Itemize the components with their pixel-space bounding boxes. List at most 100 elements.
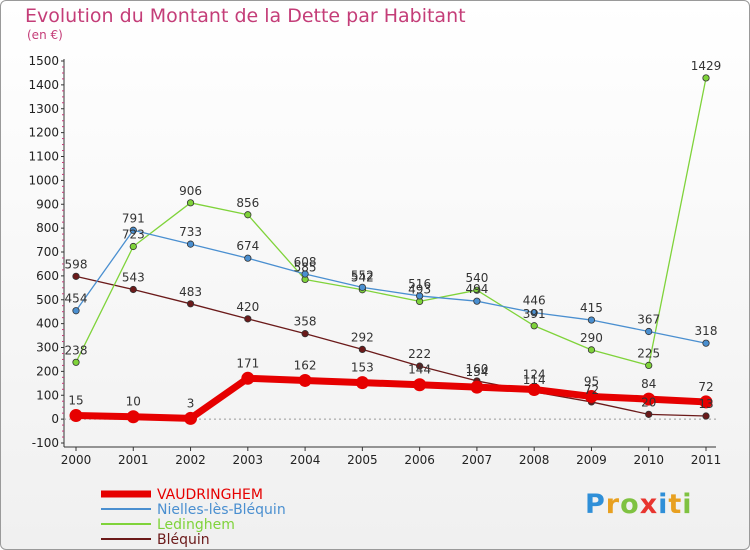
data-point <box>473 286 481 294</box>
data-label: 542 <box>351 271 374 285</box>
y-tick-label: 1000 <box>28 173 59 187</box>
data-label: 292 <box>351 330 374 344</box>
data-label: 160 <box>465 362 488 376</box>
data-point <box>645 361 653 370</box>
proxiti-logo: Proxiti <box>585 489 693 520</box>
data-point <box>527 383 541 397</box>
x-tick-label: 2000 <box>61 453 92 467</box>
data-point <box>530 309 538 317</box>
data-label: 906 <box>179 184 202 198</box>
data-point <box>473 297 481 305</box>
data-label: 134 <box>465 365 488 379</box>
x-tick-label: 2009 <box>576 453 607 467</box>
y-tick-label: 1400 <box>28 78 59 92</box>
data-label: 171 <box>236 356 259 370</box>
y-tick-label: 500 <box>36 293 59 307</box>
data-label: 144 <box>408 363 431 377</box>
data-point <box>186 240 195 248</box>
y-tick-label: 1500 <box>28 54 59 68</box>
x-tick-label: 2001 <box>118 453 149 467</box>
data-label: 598 <box>65 257 88 271</box>
data-label: 856 <box>236 196 259 210</box>
data-label: 585 <box>294 260 317 274</box>
data-point <box>587 346 596 354</box>
data-label: 10 <box>126 395 141 409</box>
data-label: 391 <box>523 307 546 321</box>
series-line-1 <box>75 229 707 344</box>
legend-label: Bléquin <box>157 532 210 548</box>
data-point <box>355 376 369 390</box>
x-tick-label: 2003 <box>233 453 264 467</box>
data-label: 552 <box>351 268 374 282</box>
data-label: 3 <box>187 396 195 410</box>
y-tick-label: 0 <box>51 412 59 426</box>
data-label: 290 <box>580 331 603 345</box>
data-label: 446 <box>523 294 546 308</box>
y-tick-label: 600 <box>36 269 59 283</box>
x-tick-label: 2008 <box>519 453 550 467</box>
data-label: 733 <box>179 225 202 239</box>
chart-unit: (en €) <box>27 28 63 42</box>
data-point <box>530 322 538 330</box>
data-point <box>244 254 252 262</box>
logo-letter: P <box>585 489 606 520</box>
y-tick-label: 100 <box>36 388 59 402</box>
x-tick-label: 2002 <box>175 453 206 467</box>
data-label: 454 <box>65 292 88 306</box>
data-label: 84 <box>641 377 656 391</box>
data-point <box>72 358 80 366</box>
data-point <box>129 226 137 234</box>
data-label: 483 <box>179 285 202 299</box>
data-point <box>702 74 710 82</box>
data-point <box>416 362 424 370</box>
data-label: 162 <box>294 358 317 372</box>
data-point <box>645 327 653 336</box>
legend-label: Ledinghem <box>157 517 235 533</box>
data-point <box>126 410 140 424</box>
data-point <box>298 373 312 387</box>
y-tick-label: 400 <box>36 317 59 331</box>
x-tick-label: 2011 <box>691 453 722 467</box>
data-label: 543 <box>122 270 145 284</box>
series-lines <box>69 74 713 425</box>
series-line-0 <box>72 374 710 422</box>
data-label: 95 <box>584 374 599 388</box>
data-point <box>584 389 598 403</box>
data-label: 723 <box>122 228 145 242</box>
logo-letter: t <box>668 489 683 520</box>
axes: -100 0 100 200 300 400 500 600 700 800 900 1000 1100… <box>28 54 721 467</box>
data-label: 358 <box>294 315 317 329</box>
data-label: 516 <box>408 277 431 291</box>
data-point <box>587 316 596 324</box>
y-tick-label: 1300 <box>28 102 59 116</box>
data-label: 494 <box>465 282 488 296</box>
data-point <box>702 412 710 420</box>
legend-label: Nielles-lès-Bléquin <box>157 502 286 518</box>
data-point <box>699 395 713 409</box>
data-label: 15 <box>68 394 83 408</box>
legend-label: VAUDRINGHEM <box>157 487 263 503</box>
logo-letter: x <box>639 489 659 520</box>
data-point <box>416 292 424 300</box>
data-label: 225 <box>637 346 660 360</box>
data-point <box>645 410 653 418</box>
data-label: 72 <box>584 383 599 397</box>
logo-letter: o <box>620 489 640 520</box>
logo-letter: i <box>682 489 693 520</box>
data-label: 72 <box>698 380 713 394</box>
data-label: 674 <box>236 239 259 253</box>
data-point <box>184 411 198 425</box>
data-point <box>301 330 309 338</box>
y-tick-label: 800 <box>36 221 59 235</box>
series-line-2 <box>75 77 707 367</box>
data-label: 608 <box>294 255 317 269</box>
chart-title: Evolution du Montant de la Dette par Hab… <box>25 5 466 27</box>
data-point <box>358 345 366 354</box>
data-label: 13 <box>698 397 713 411</box>
x-tick-label: 2005 <box>347 453 378 467</box>
data-label: 238 <box>65 343 88 357</box>
logo-letter: i <box>658 489 669 520</box>
data-point <box>69 409 83 423</box>
